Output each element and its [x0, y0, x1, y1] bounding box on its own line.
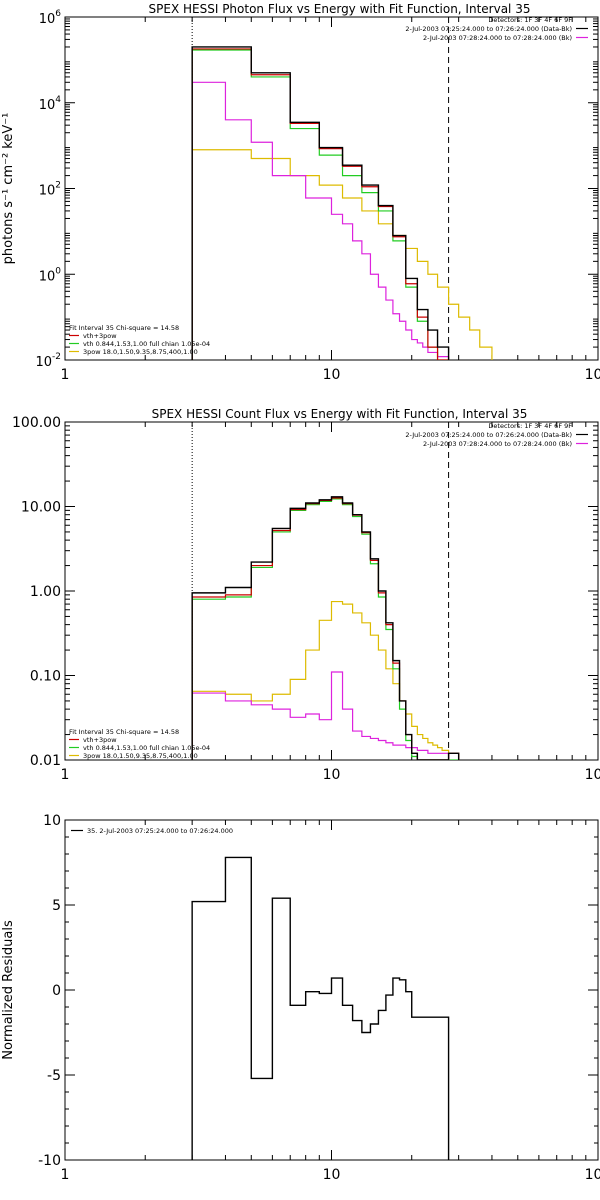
- legend-bottom-entry: Fit Interval 35 Chi-square = 14.58: [69, 324, 179, 332]
- plot-frame: [64, 16, 599, 361]
- legend-top-entry: Detectors: 1F 3F 4F 6F 9F: [488, 16, 572, 24]
- y-tick-label: 1.00: [30, 584, 61, 600]
- y-tick-label: 100.00: [12, 415, 61, 431]
- y-tick-label: 0.01: [30, 753, 61, 769]
- y-axis-label: photons s⁻¹ cm⁻² keV⁻¹: [1, 113, 16, 265]
- legend-bottom-entry: Fit Interval 35 Chi-square = 14.58: [69, 728, 179, 736]
- x-tick-label: 1: [61, 367, 70, 383]
- legend-bottom-entry: vth 0.844,1.53,1.00 full chian 1.05e-04: [83, 340, 210, 348]
- series-model-histogram: [191, 48, 450, 360]
- y-tick-label: 0: [52, 983, 61, 999]
- legend-bottom-entry: 3pow 18.0,1.50,9.35,8.75,400,1.00: [83, 348, 198, 356]
- plot-area: [191, 496, 460, 760]
- y-tick-label: -10: [38, 1153, 61, 1169]
- series-bk-histogram: [191, 81, 450, 360]
- chart-panel-2: SPEX HESSI Count Flux vs Energy with Fit…: [12, 407, 600, 783]
- chart-panel-3: 1 10 100 -10 -5 0 5 10 Normalized Residuals 35. 2…: [1, 813, 600, 1183]
- series-pow-histogram: [191, 149, 493, 360]
- legend-top-entry: Detectors: 1F 3F 4F 6F 9F: [488, 422, 572, 430]
- chart-panel-1: SPEX HESSI Photon Flux vs Energy with Fi…: [1, 2, 600, 383]
- chart-title: SPEX HESSI Count Flux vs Energy with Fit…: [152, 407, 528, 421]
- x-tick-label: 10: [323, 367, 341, 383]
- y-tick-label: 106: [39, 9, 62, 27]
- x-tick-label: 10: [323, 767, 341, 783]
- series-data-histogram: [191, 46, 450, 360]
- x-tick-label: 100: [585, 367, 600, 383]
- x-tick-label: 100: [585, 767, 600, 783]
- chart-title: SPEX HESSI Photon Flux vs Energy with Fi…: [149, 2, 531, 16]
- legend-top-entry: 2-Jul-2003 07:28:24.000 to 07:28:24.000 …: [423, 34, 572, 42]
- legend-top-entry: 2-Jul-2003 07:28:24.000 to 07:28:24.000 …: [423, 440, 572, 448]
- x-tick-label: 100: [585, 1167, 600, 1183]
- legend-bottom-entry: 3pow 18.0,1.50,9.35,8.75,400,1.00: [83, 752, 198, 760]
- series-bk-histogram: [191, 671, 450, 760]
- series-pow-histogram: [191, 600, 460, 760]
- y-tick-label: 5: [52, 898, 61, 914]
- legend-bottom-entry: vth+3pow: [83, 332, 117, 340]
- series-vth-histogram: [191, 498, 460, 760]
- series-data-histogram: [191, 496, 460, 760]
- y-tick-label: 10: [43, 813, 61, 829]
- plot-area: [191, 856, 450, 1160]
- legend-bottom-entry: vth 0.844,1.53,1.00 full chian 1.05e-04: [83, 744, 210, 752]
- series-model-histogram: [191, 497, 460, 760]
- legend-top-entry: 2-Jul-2003 07:25:24.000 to 07:26:24.000 …: [405, 25, 572, 33]
- y-tick-label: 104: [39, 95, 62, 113]
- legend-bottom-entry: vth+3pow: [83, 736, 117, 744]
- y-tick-label: 10.00: [21, 500, 61, 516]
- legend-entry: 35. 2-Jul-2003 07:25:24.000 to 07:26:24.…: [87, 827, 233, 835]
- x-tick-label: 1: [61, 767, 70, 783]
- series-vth-histogram: [191, 49, 450, 360]
- y-tick-label: 100: [39, 266, 62, 284]
- y-axis-label: Normalized Residuals: [1, 920, 16, 1060]
- y-tick-label: 10-2: [35, 352, 61, 370]
- x-tick-label: 10: [323, 1167, 341, 1183]
- y-tick-label: -5: [47, 1068, 61, 1084]
- x-tick-label: 1: [61, 1167, 70, 1183]
- plot-area: [191, 46, 493, 360]
- y-tick-label: 102: [39, 181, 61, 199]
- series-data-histogram: [191, 856, 450, 1160]
- y-tick-label: 0.10: [30, 669, 61, 685]
- legend-top-entry: 2-Jul-2003 07:25:24.000 to 07:26:24.000 …: [405, 431, 572, 439]
